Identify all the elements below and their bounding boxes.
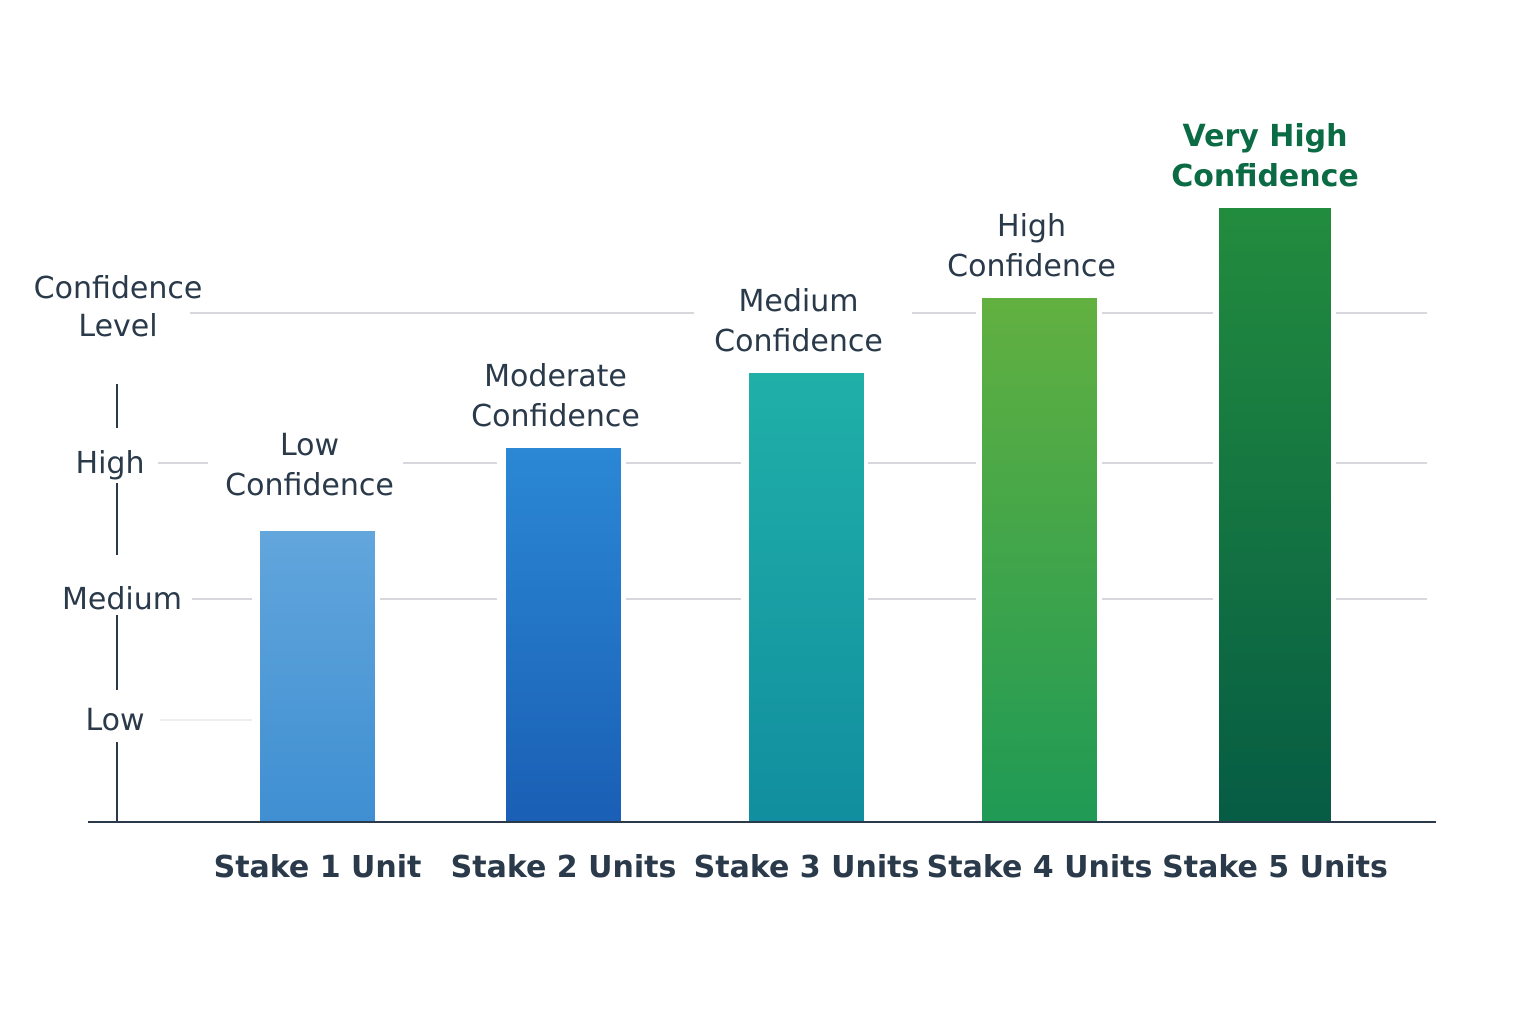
bar-2: [506, 448, 621, 822]
y-axis-title-line2: Level: [78, 309, 157, 344]
bar-3: [749, 373, 864, 822]
x-tick-label: Stake 2 Units: [451, 850, 677, 885]
bar-label: Medium: [739, 284, 859, 319]
bar-label: Confidence: [225, 468, 394, 503]
x-tick-label: Stake 5 Units: [1162, 850, 1388, 885]
y-axis: Low Medium High: [62, 384, 182, 822]
bar-label: Confidence: [947, 249, 1116, 284]
x-tick-label: Stake 4 Units: [927, 850, 1153, 885]
bar-label: High: [997, 209, 1066, 244]
x-tick-labels: Stake 1 Unit Stake 2 Units Stake 3 Units St…: [214, 850, 1388, 885]
bar-labels: Low Confidence Moderate Confidence Medium Con…: [225, 119, 1359, 503]
gridlines: [158, 312, 1427, 721]
bar-4: [982, 298, 1097, 822]
bar-label: Confidence: [471, 399, 640, 434]
bar-label: Confidence: [1171, 159, 1359, 194]
bar-label: Very High: [1183, 119, 1348, 154]
bar-label: Moderate: [484, 359, 627, 394]
x-tick-label: Stake 1 Unit: [214, 850, 422, 885]
bar-1: [260, 531, 375, 822]
y-axis-title-line1: Confidence: [34, 271, 203, 306]
bars: [260, 208, 1331, 822]
y-tick-label: Medium: [62, 582, 182, 617]
x-tick-label: Stake 3 Units: [694, 850, 920, 885]
y-tick-label: High: [76, 446, 145, 481]
bar-label: Confidence: [714, 324, 883, 359]
bar-label: Low: [280, 428, 339, 463]
bar-5: [1219, 208, 1331, 822]
y-tick-label: Low: [85, 703, 144, 738]
